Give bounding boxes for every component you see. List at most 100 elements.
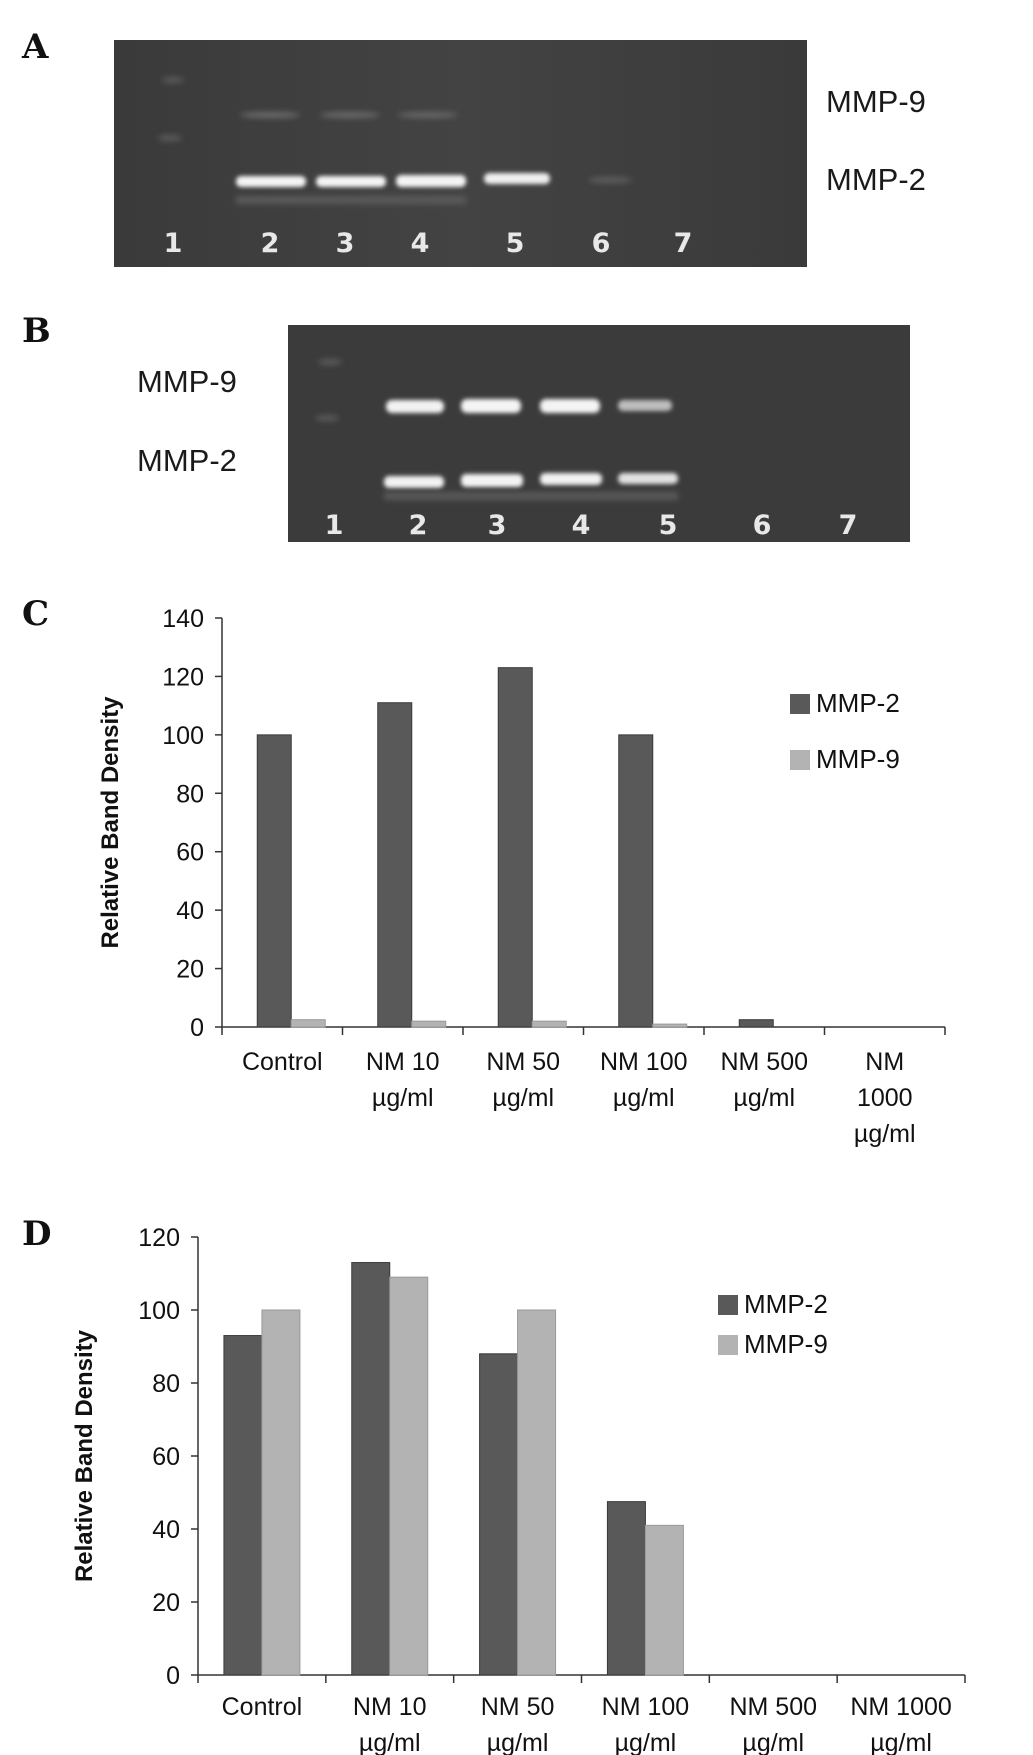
gel-band-mmp9	[386, 400, 444, 413]
bar-mmp-2	[497, 667, 533, 1028]
marker-band	[158, 135, 182, 141]
gel-band-mmp2	[618, 473, 678, 484]
gel-a-label-mmp2: MMP-2	[826, 162, 926, 197]
legend-swatch-mmp-9	[718, 1335, 738, 1355]
x-category-label: µg/ml	[742, 1729, 804, 1755]
y-tick-label: 60	[152, 1443, 180, 1471]
lane-number: 4	[572, 510, 591, 541]
gel-band-mmp2	[316, 176, 386, 187]
gel-band-mmp2	[484, 173, 550, 184]
lane-number: 7	[674, 228, 693, 259]
legend-swatch-mmp-9	[790, 750, 810, 770]
gel-a-background	[114, 40, 807, 267]
bar-mmp-9	[517, 1309, 557, 1676]
x-category-label: µg/ml	[359, 1729, 421, 1755]
lane-number: 7	[839, 510, 858, 541]
lane-number: 3	[488, 510, 507, 541]
legend-label: MMP-9	[816, 744, 900, 774]
x-category-label: NM 50	[481, 1693, 555, 1721]
gel-band-mmp2	[396, 175, 466, 187]
x-category-label: µg/ml	[854, 1120, 916, 1148]
y-tick-label: 80	[176, 780, 204, 808]
gel-band-mmp9	[461, 399, 521, 413]
gel-band-mmp9	[320, 112, 380, 118]
y-tick-label: 20	[152, 1589, 180, 1617]
legend-label: MMP-2	[816, 688, 900, 718]
x-category-label: NM 100	[600, 1048, 688, 1076]
bar-mmp-2	[223, 1335, 263, 1676]
lane-number: 6	[592, 228, 611, 259]
x-category-label: NM 100	[602, 1693, 690, 1721]
legend-label: MMP-2	[744, 1289, 828, 1319]
x-category-label: NM 1000	[850, 1693, 951, 1721]
bar-mmp-9	[644, 1524, 684, 1676]
x-category-label: µg/ml	[372, 1084, 434, 1112]
lane-number: 2	[409, 510, 428, 541]
x-category-label: NM 10	[353, 1693, 427, 1721]
legend-label: MMP-9	[744, 1329, 828, 1359]
y-tick-label: 120	[138, 1224, 180, 1252]
x-category-label: NM 10	[366, 1048, 440, 1076]
y-tick-label: 100	[138, 1297, 180, 1325]
gel-b-label-mmp2: MMP-2	[137, 443, 237, 478]
gel-band-mmp2	[461, 474, 523, 487]
bar-mmp-9	[290, 1019, 326, 1028]
lane-number: 1	[325, 510, 344, 541]
panel-c-letter: C	[22, 594, 49, 634]
bar-mmp-9	[389, 1276, 429, 1676]
x-category-label: µg/ml	[870, 1729, 932, 1755]
x-category-label: NM 500	[720, 1048, 808, 1076]
gel-band-mmp2	[236, 176, 306, 187]
gel-smear	[236, 196, 466, 204]
y-tick-label: 120	[162, 663, 204, 691]
y-tick-label: 140	[162, 605, 204, 633]
panel-b-letter: B	[22, 311, 51, 351]
gel-b-label-mmp9: MMP-9	[137, 364, 237, 399]
gel-b-background	[288, 325, 910, 542]
lane-number: 6	[753, 510, 772, 541]
gel-a: 1 2 3 4 5 6 7	[114, 40, 807, 267]
bar-mmp-2	[256, 734, 292, 1028]
legend-swatch-mmp-2	[790, 694, 810, 714]
bar-mmp-2	[738, 1019, 774, 1028]
bar-mmp-9	[652, 1023, 688, 1028]
x-category-label: µg/ml	[615, 1729, 677, 1755]
gel-band-mmp9	[398, 112, 458, 118]
x-category-label: µg/ml	[613, 1084, 675, 1112]
bar-mmp-9	[411, 1020, 447, 1028]
bar-mmp-2	[351, 1262, 391, 1676]
x-category-label: µg/ml	[733, 1084, 795, 1112]
gel-band-mmp9	[540, 399, 600, 413]
panel-d-letter: D	[22, 1214, 51, 1254]
x-category-label: NM 500	[729, 1693, 817, 1721]
bar-mmp-2	[377, 702, 413, 1028]
bar-mmp-9	[261, 1309, 301, 1676]
x-category-label: Control	[222, 1693, 303, 1721]
x-category-label: µg/ml	[492, 1084, 554, 1112]
y-tick-label: 40	[176, 897, 204, 925]
bar-mmp-2	[606, 1501, 646, 1676]
panel-a-letter: A	[21, 27, 49, 67]
gel-band-mmp2	[540, 473, 602, 485]
y-axis-title: Relative Band Density	[97, 696, 124, 949]
lane-number: 2	[261, 228, 280, 259]
x-category-label: NM	[865, 1048, 904, 1076]
lane-number: 3	[336, 228, 355, 259]
chart-c: 0 20 40 60 80 100 120 140 Control NM 10 µg/ml NM 50…	[97, 605, 946, 1148]
y-tick-label: 60	[176, 839, 204, 867]
y-tick-label: 0	[190, 1014, 204, 1042]
legend-swatch-mmp-2	[718, 1295, 738, 1315]
bar-mmp-2	[479, 1353, 519, 1676]
marker-band	[318, 359, 342, 365]
x-category-label: 1000	[857, 1084, 913, 1112]
x-category-label: µg/ml	[487, 1729, 549, 1755]
x-category-label: Control	[242, 1048, 323, 1076]
marker-band	[162, 77, 184, 83]
marker-band	[315, 415, 339, 421]
bar-mmp-2	[618, 734, 654, 1028]
gel-b: 1 2 3 4 5 6 7	[288, 325, 910, 542]
bar-mmp-9	[531, 1020, 567, 1028]
x-category-label: NM 50	[486, 1048, 560, 1076]
gel-smear	[384, 492, 678, 500]
